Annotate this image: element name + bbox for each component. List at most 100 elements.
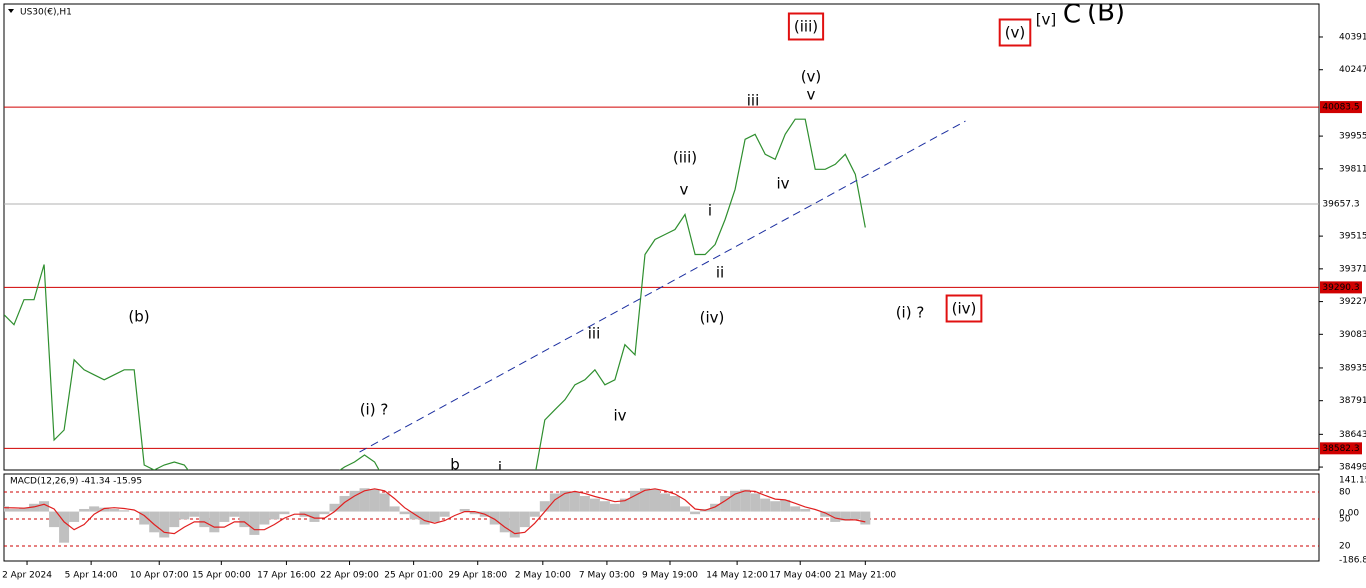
price-level-label: 40083.5 [1322, 103, 1359, 113]
wave-label: b [450, 456, 460, 474]
macd-bar [349, 490, 360, 512]
macd-axis-label: 50 [1339, 515, 1351, 525]
wave-label: (v) [801, 68, 822, 86]
macd-bar [9, 508, 20, 512]
macd-bar [159, 511, 170, 538]
macd-bar [49, 511, 60, 528]
macd-bar [780, 499, 791, 512]
wave-label-box [945, 294, 983, 323]
wave-label-box [787, 12, 825, 41]
wave-label: (iv) [700, 309, 725, 327]
macd-bar [730, 490, 741, 512]
macd-signal [4, 488, 866, 535]
wave-label: (v) [1005, 24, 1026, 42]
y-tick-label: 39811.9 [1339, 164, 1366, 174]
macd-bar [609, 503, 620, 512]
macd-bar [409, 511, 420, 520]
x-tick-label: 22 Apr 09:00 [320, 571, 379, 581]
macd-bar [800, 508, 811, 512]
macd-bar [109, 508, 120, 512]
macd-bar [680, 506, 691, 512]
wave-label: (i) ? [896, 304, 925, 322]
wave-label: [v] [1036, 11, 1057, 29]
macd-bar [840, 511, 851, 521]
x-tick-label: 5 Apr 14:00 [65, 571, 118, 581]
macd-bar [219, 511, 230, 522]
macd-bar [750, 493, 761, 512]
macd-bar [760, 498, 771, 512]
macd-bar [529, 511, 540, 517]
macd-bar [670, 496, 681, 512]
x-tick-label: 14 May 12:00 [706, 571, 768, 581]
macd-axis-label: 20 [1339, 542, 1351, 552]
macd-bar [619, 498, 630, 512]
y-tick-label: 38935.9 [1339, 363, 1366, 373]
macd-bar [720, 496, 731, 512]
y-tick-label: 39955.9 [1339, 132, 1366, 142]
macd-bar [369, 489, 380, 512]
macd-title: MACD(12,26,9) -41.34 -15.95 [10, 477, 142, 487]
y-tick-label: 38791.9 [1339, 396, 1366, 406]
x-tick-label: 15 Apr 00:00 [192, 571, 251, 581]
macd-bar [740, 489, 751, 512]
y-tick-label: 40391.9 [1339, 32, 1366, 42]
macd-bar [209, 511, 220, 533]
x-tick-label: 21 May 21:00 [834, 571, 896, 581]
macd-bar [710, 503, 721, 512]
y-tick-label: 40247.9 [1339, 65, 1366, 75]
macd-bar [499, 511, 510, 533]
macd-axis-label: 141.15 [1339, 476, 1366, 486]
macd-bar [389, 506, 400, 512]
macd-bar [690, 511, 701, 515]
macd-bar [820, 511, 831, 517]
macd-bar [579, 496, 590, 512]
wave-label: (i) ? [360, 401, 389, 419]
x-tick-label: 9 May 19:00 [642, 571, 698, 581]
macd-bar [660, 493, 671, 512]
wave-label: (b) [128, 308, 149, 326]
price-level-box [1320, 442, 1362, 455]
y-tick-label: 38499.9 [1339, 463, 1366, 473]
macd-bar [599, 501, 610, 512]
macd-axis-label: 80 [1339, 488, 1351, 498]
main-panel [3, 3, 1320, 471]
trendline [359, 120, 966, 453]
price-level-label: 38582.3 [1322, 444, 1359, 454]
price-level-box [1320, 281, 1362, 294]
macd-bar [319, 511, 330, 515]
macd-bar [569, 492, 580, 512]
macd-bar [429, 511, 440, 522]
macd-bar [79, 508, 90, 512]
macd-panel [3, 473, 1320, 562]
macd-bar [419, 511, 430, 525]
x-tick-label: 2 May 10:00 [515, 571, 571, 581]
macd-bar [469, 511, 480, 515]
menu-arrow [8, 9, 14, 13]
macd-bar [489, 511, 500, 525]
macd-bar [329, 503, 340, 512]
macd-bar [359, 488, 370, 512]
macd-bar [29, 503, 40, 512]
macd-bar [229, 511, 240, 517]
wave-label: iv [613, 407, 626, 425]
macd-bar [139, 511, 150, 525]
wave-label-box [998, 18, 1032, 47]
macd-bar [69, 511, 80, 522]
y-tick-label: 39371.9 [1339, 264, 1366, 274]
macd-bar [259, 511, 270, 525]
macd-bar [860, 511, 871, 525]
macd-bar [99, 507, 110, 512]
wave-label: (B) [1087, 0, 1125, 28]
x-tick-label: 7 May 03:00 [579, 571, 635, 581]
macd-bar [559, 490, 570, 512]
macd-bar [589, 498, 600, 512]
macd-bar [459, 508, 470, 512]
y-tick-label: 39515.9 [1339, 232, 1366, 242]
price-level-box [1320, 197, 1362, 210]
macd-bar [790, 506, 801, 512]
wave-label: iv [776, 175, 789, 193]
macd-bar [629, 490, 640, 512]
macd-axis-label: -186.89 [1339, 556, 1366, 566]
x-tick-label: 17 May 04:00 [769, 571, 831, 581]
